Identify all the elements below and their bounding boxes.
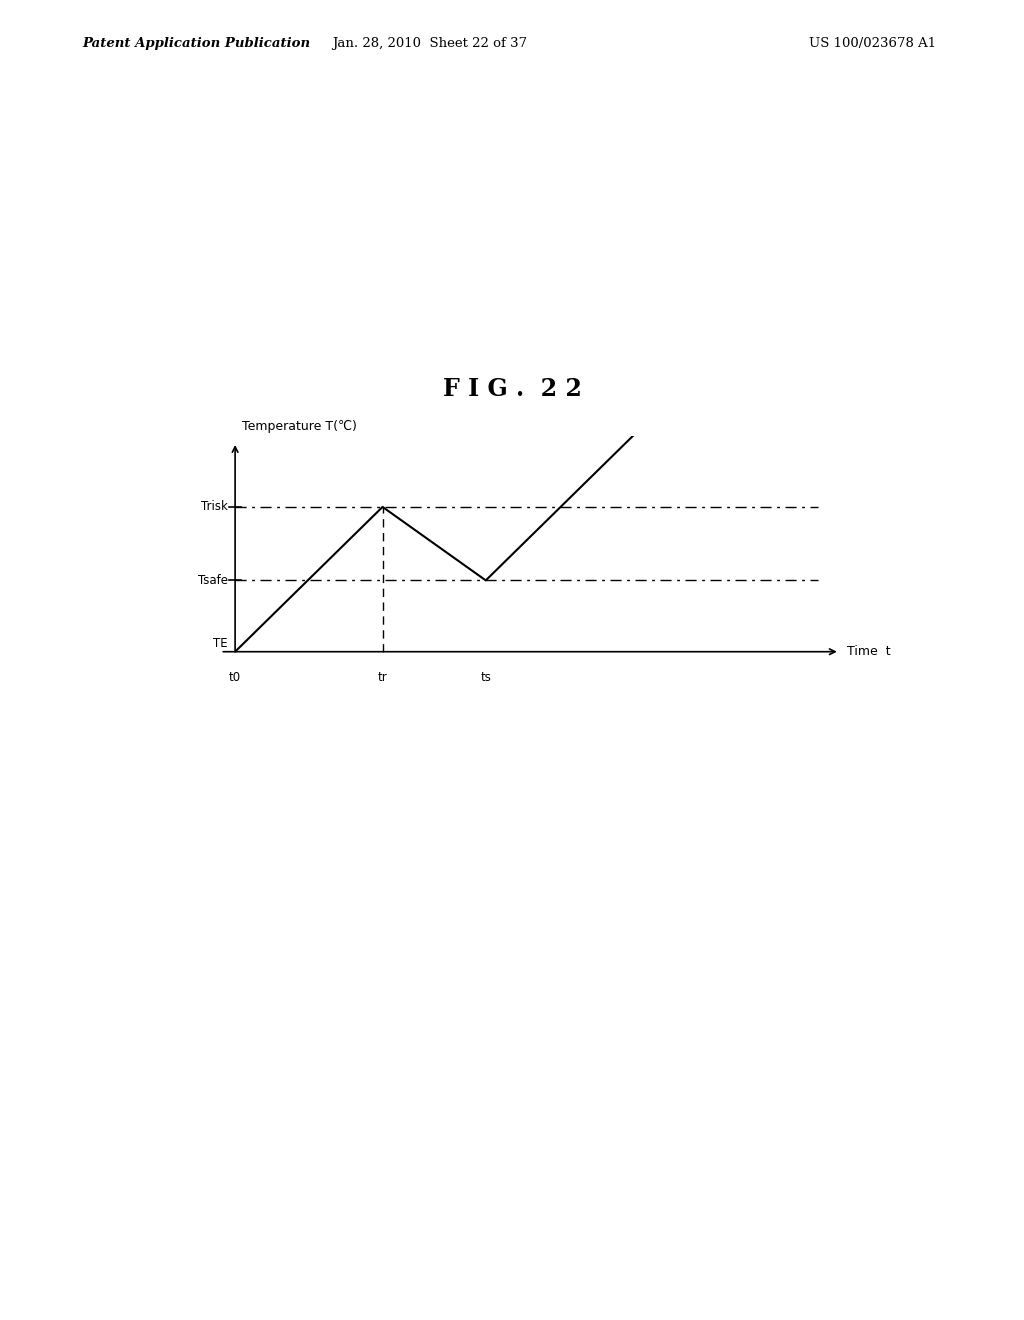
Text: F I G .  2 2: F I G . 2 2 xyxy=(442,378,582,401)
Text: Patent Application Publication: Patent Application Publication xyxy=(82,37,310,50)
Text: Temperature T(℃): Temperature T(℃) xyxy=(243,421,357,433)
Text: Jan. 28, 2010  Sheet 22 of 37: Jan. 28, 2010 Sheet 22 of 37 xyxy=(333,37,527,50)
Text: US 100/023678 A1: US 100/023678 A1 xyxy=(809,37,936,50)
Text: Tsafe: Tsafe xyxy=(198,574,227,587)
Text: Time  t: Time t xyxy=(847,645,891,659)
Text: tr: tr xyxy=(378,671,387,684)
Text: t0: t0 xyxy=(229,671,242,684)
Text: Trisk: Trisk xyxy=(201,500,227,513)
Text: ts: ts xyxy=(480,671,492,684)
Text: TE: TE xyxy=(213,636,227,649)
